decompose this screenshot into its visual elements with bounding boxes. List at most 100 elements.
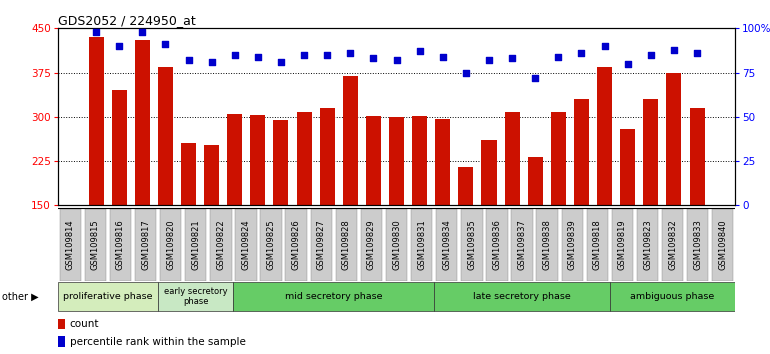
- Bar: [551, 112, 566, 205]
- FancyBboxPatch shape: [158, 282, 233, 311]
- Text: GSM109832: GSM109832: [668, 219, 677, 270]
- Bar: [58, 336, 65, 347]
- Text: GSM109825: GSM109825: [266, 219, 276, 270]
- Text: GSM109838: GSM109838: [543, 219, 551, 270]
- FancyBboxPatch shape: [537, 209, 557, 281]
- FancyBboxPatch shape: [511, 209, 533, 281]
- Point: [367, 56, 380, 61]
- Point: [529, 75, 541, 81]
- FancyBboxPatch shape: [436, 209, 457, 281]
- Bar: [181, 143, 196, 205]
- Point: [136, 29, 149, 35]
- FancyBboxPatch shape: [712, 209, 734, 281]
- Point: [575, 50, 588, 56]
- FancyBboxPatch shape: [386, 209, 407, 281]
- Point: [598, 43, 611, 49]
- FancyBboxPatch shape: [361, 209, 382, 281]
- FancyBboxPatch shape: [260, 209, 282, 281]
- Text: GSM109820: GSM109820: [166, 219, 176, 270]
- Bar: [574, 99, 589, 205]
- Bar: [296, 112, 312, 205]
- Text: GSM109837: GSM109837: [517, 219, 527, 270]
- Bar: [204, 145, 219, 205]
- FancyBboxPatch shape: [135, 209, 156, 281]
- Text: GSM109827: GSM109827: [316, 219, 326, 270]
- Point: [229, 52, 241, 58]
- Text: proliferative phase: proliferative phase: [63, 292, 152, 301]
- FancyBboxPatch shape: [411, 209, 432, 281]
- Text: mid secretory phase: mid secretory phase: [285, 292, 383, 301]
- Point: [390, 57, 403, 63]
- Text: other ▶: other ▶: [2, 291, 38, 302]
- Text: GSM109826: GSM109826: [292, 219, 300, 270]
- Text: GSM109823: GSM109823: [643, 219, 652, 270]
- FancyBboxPatch shape: [233, 282, 434, 311]
- Bar: [273, 120, 289, 205]
- Point: [483, 57, 495, 63]
- Text: GSM109829: GSM109829: [367, 219, 376, 270]
- Bar: [320, 108, 335, 205]
- Bar: [250, 115, 266, 205]
- FancyBboxPatch shape: [434, 282, 610, 311]
- Text: GSM109815: GSM109815: [91, 219, 100, 270]
- Bar: [58, 319, 65, 329]
- Text: GSM109835: GSM109835: [467, 219, 477, 270]
- Point: [506, 56, 518, 61]
- FancyBboxPatch shape: [185, 209, 206, 281]
- Text: GSM109821: GSM109821: [191, 219, 200, 270]
- Bar: [158, 67, 173, 205]
- Text: late secretory phase: late secretory phase: [473, 292, 571, 301]
- Bar: [112, 90, 127, 205]
- Bar: [504, 112, 520, 205]
- FancyBboxPatch shape: [236, 209, 256, 281]
- Bar: [458, 167, 474, 205]
- FancyBboxPatch shape: [687, 209, 708, 281]
- Text: GSM109831: GSM109831: [417, 219, 426, 270]
- Bar: [435, 119, 450, 205]
- Text: GSM109840: GSM109840: [718, 219, 728, 270]
- Text: GSM109828: GSM109828: [342, 219, 351, 270]
- FancyBboxPatch shape: [561, 209, 583, 281]
- Point: [90, 29, 102, 35]
- Point: [437, 54, 449, 59]
- Text: GSM109833: GSM109833: [693, 219, 702, 270]
- FancyBboxPatch shape: [637, 209, 658, 281]
- Point: [668, 47, 680, 52]
- FancyBboxPatch shape: [210, 209, 232, 281]
- Bar: [527, 157, 543, 205]
- FancyBboxPatch shape: [110, 209, 131, 281]
- FancyBboxPatch shape: [662, 209, 683, 281]
- Point: [206, 59, 218, 65]
- FancyBboxPatch shape: [85, 209, 106, 281]
- Bar: [89, 37, 104, 205]
- Text: percentile rank within the sample: percentile rank within the sample: [69, 337, 246, 347]
- Text: GSM109818: GSM109818: [593, 219, 602, 270]
- Point: [460, 70, 472, 75]
- Point: [252, 54, 264, 59]
- FancyBboxPatch shape: [286, 209, 306, 281]
- FancyBboxPatch shape: [610, 282, 735, 311]
- Bar: [481, 141, 497, 205]
- Bar: [666, 73, 681, 205]
- Point: [159, 41, 172, 47]
- FancyBboxPatch shape: [336, 209, 357, 281]
- Text: early secretory
phase: early secretory phase: [164, 287, 228, 306]
- FancyBboxPatch shape: [160, 209, 182, 281]
- Point: [344, 50, 357, 56]
- Bar: [597, 67, 612, 205]
- Text: GSM109816: GSM109816: [116, 219, 125, 270]
- FancyBboxPatch shape: [310, 209, 332, 281]
- Point: [113, 43, 126, 49]
- FancyBboxPatch shape: [611, 209, 633, 281]
- Bar: [412, 116, 427, 205]
- FancyBboxPatch shape: [487, 209, 507, 281]
- Text: GSM109824: GSM109824: [242, 219, 250, 270]
- Bar: [135, 40, 150, 205]
- Bar: [389, 118, 404, 205]
- Text: ambiguous phase: ambiguous phase: [631, 292, 715, 301]
- FancyBboxPatch shape: [59, 209, 81, 281]
- Text: GSM109817: GSM109817: [141, 219, 150, 270]
- Text: GSM109830: GSM109830: [392, 219, 401, 270]
- Point: [644, 52, 657, 58]
- Point: [621, 61, 634, 67]
